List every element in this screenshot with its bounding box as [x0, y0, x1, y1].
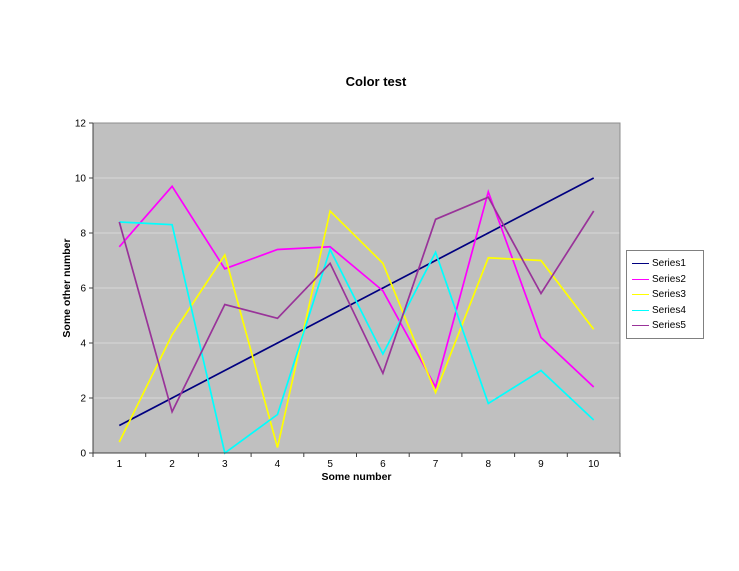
legend-entry-series1: Series1: [632, 256, 703, 272]
legend-line-sample: [632, 309, 649, 311]
x-tick-label: 5: [327, 459, 333, 470]
series-line-series4: [119, 221, 595, 455]
legend-label: Series2: [652, 273, 686, 285]
legend-entry-series4: Series4: [632, 303, 703, 319]
series-line-series3: [118, 209, 595, 448]
chart-title: Color test: [345, 74, 407, 89]
legend-label: Series1: [652, 258, 686, 270]
y-tick-label: 4: [80, 339, 86, 350]
x-tick-label: 2: [169, 459, 175, 470]
series-line-series2: [118, 184, 595, 390]
y-tick-label: 2: [80, 394, 86, 405]
legend-entry-series2: Series2: [632, 272, 703, 288]
x-axis-title: Some number: [321, 471, 392, 483]
x-tick-label: 10: [588, 459, 600, 470]
x-tick-label: 4: [275, 459, 281, 470]
legend-line-sample: [632, 278, 649, 280]
legend-label: Series4: [652, 304, 686, 316]
legend-label: Series3: [652, 289, 686, 301]
legend-line-sample: [632, 263, 649, 265]
y-tick-label: 12: [75, 119, 87, 130]
x-tick-label: 9: [538, 459, 544, 470]
legend: Series1 Series2 Series3 Series4 Series5: [626, 250, 704, 339]
legend-label: Series5: [652, 320, 686, 332]
x-tick-label: 1: [117, 459, 123, 470]
x-tick-label: 7: [433, 459, 439, 470]
legend-line-sample: [632, 294, 649, 296]
x-tick-label: 6: [380, 459, 386, 470]
x-tick-label: 8: [485, 459, 491, 470]
series-line-series5: [118, 196, 595, 415]
y-tick-label: 8: [80, 229, 86, 240]
y-tick-label: 0: [80, 449, 86, 460]
legend-entry-series3: Series3: [632, 287, 703, 303]
legend-line-sample: [632, 325, 649, 327]
y-tick-label: 10: [75, 174, 87, 185]
legend-entry-series5: Series5: [632, 318, 703, 334]
y-tick-label: 6: [80, 284, 86, 295]
y-axis-title: Some other number: [61, 238, 73, 338]
x-tick-label: 3: [222, 459, 228, 470]
